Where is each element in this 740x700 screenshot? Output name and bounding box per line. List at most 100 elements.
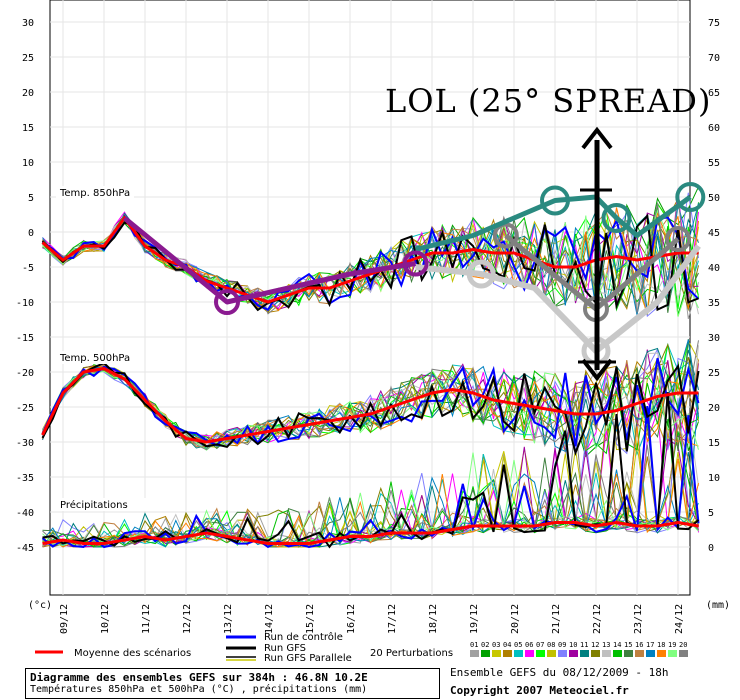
x-tick-label: 22/12	[592, 604, 603, 634]
perturb-id-label: 04	[503, 641, 511, 649]
legend-control-label: Run de contrôle	[264, 631, 343, 643]
ensemble-line-t850	[41, 213, 699, 312]
perturb-id-label: 08	[547, 641, 555, 649]
legend-gfs-parallel-label: Run GFS Parallele	[264, 653, 352, 664]
x-tick-label: 21/12	[551, 604, 562, 634]
footer-line1: Diagramme des ensembles GEFS sur 384h : …	[30, 671, 368, 684]
perturb-id-label: 13	[602, 641, 610, 649]
left-tick-label: -5	[22, 263, 34, 274]
perturb-swatch	[481, 650, 490, 657]
right-tick-label: 70	[708, 53, 720, 64]
perturb-id-label: 09	[558, 641, 566, 649]
perturb-swatch	[602, 650, 611, 657]
right-tick-label: 50	[708, 193, 720, 204]
arrow-icon	[578, 126, 616, 382]
ensemble-line-t850	[42, 207, 699, 314]
left-tick-label: -35	[16, 473, 34, 484]
left-tick-label: -25	[16, 403, 34, 414]
left-tick-label: -20	[16, 368, 34, 379]
main-series	[41, 215, 699, 545]
ensemble-line-precip	[42, 426, 699, 548]
right-tick-label: 25	[708, 368, 720, 379]
x-tick-label: 12/12	[182, 604, 193, 634]
footer-line2: Températures 850hPa et 500hPa (°C) , pré…	[30, 684, 368, 695]
legend: Moyenne des scénarios Run de contrôle Ru…	[35, 631, 688, 664]
perturb-swatch	[525, 650, 534, 657]
right-axis-unit: (mm)	[706, 600, 730, 611]
annot-purple-circle	[214, 289, 240, 315]
x-tick-label: 15/12	[305, 604, 316, 634]
perturb-id-label: 17	[646, 641, 654, 649]
right-tick-label: 15	[708, 438, 720, 449]
perturb-swatch	[646, 650, 655, 657]
perturb-swatch	[591, 650, 600, 657]
x-tick-label: 10/12	[100, 604, 111, 634]
mean-line-t500	[41, 366, 699, 444]
right-tick-label: 65	[708, 88, 720, 99]
left-tick-label: -40	[16, 508, 34, 519]
perturb-id-label: 06	[525, 641, 533, 649]
annot-gray-light-circle	[466, 259, 496, 289]
mean-line-precip	[42, 520, 699, 545]
annot-gray-dark-circle	[492, 222, 519, 249]
perturb-swatch	[470, 650, 479, 657]
left-tick-label: -10	[16, 298, 34, 309]
perturb-swatch	[558, 650, 567, 657]
x-tick-label: 11/12	[141, 604, 152, 634]
annot-gray-dark-circle	[665, 226, 691, 252]
right-tick-label: 30	[708, 333, 720, 344]
annot-purple-line	[122, 216, 416, 305]
legend-gfs-label: Run GFS	[264, 643, 306, 654]
left-tick-label: 10	[22, 158, 34, 169]
left-tick-label: 20	[22, 88, 34, 99]
x-tick-label: 23/12	[633, 604, 644, 634]
right-tick-label: 75	[708, 18, 720, 29]
x-tick-label: 19/12	[469, 604, 480, 634]
perturb-swatch	[635, 650, 644, 657]
perturb-id-label: 01	[470, 641, 478, 649]
x-tick-label: 18/12	[428, 604, 439, 634]
right-tick-label: 60	[708, 123, 720, 134]
section-label-t500: Temp. 500hPa	[59, 353, 130, 364]
ensemble-line-t500	[42, 365, 699, 447]
left-axis-unit: (°c)	[28, 600, 52, 611]
perturb-id-label: 12	[591, 641, 599, 649]
perturb-id-label: 18	[657, 641, 665, 649]
right-tick-label: 20	[708, 403, 720, 414]
left-axis-ticks: 30 25 20 15 10 5 0 -5 -10 -15 -20 -25 -30 -35 -40 -45	[16, 18, 34, 554]
perturb-swatch	[624, 650, 633, 657]
perturb-id-label: 20	[679, 641, 687, 649]
section-label-precip: Précipitations	[60, 499, 128, 511]
annot-teal-circle	[675, 182, 706, 212]
left-tick-label: 25	[22, 53, 34, 64]
right-tick-label: 55	[708, 158, 720, 169]
perturb-swatch	[657, 650, 666, 657]
perturb-id-label: 02	[481, 641, 489, 649]
left-tick-label: -45	[16, 543, 34, 554]
perturbation-swatches: 01 02 03 04 05 06 07 08 09 10 11 12 13 14 15 16 17 18 19 20	[470, 641, 688, 657]
annot-teal-circle	[540, 185, 570, 216]
copyright-label: Copyright 2007 Meteociel.fr	[450, 684, 629, 697]
x-axis-ticks: 09/12 10/12 11/12 12/12 13/12 14/12 15/12 16/12…	[59, 604, 685, 634]
right-tick-label: 45	[708, 228, 720, 239]
left-tick-label: -15	[16, 333, 34, 344]
ensemble-date-label: Ensemble GEFS du 08/12/2009 - 18h	[450, 666, 669, 679]
right-tick-label: 40	[708, 263, 720, 274]
perturb-id-label: 10	[569, 641, 577, 649]
x-tick-label: 16/12	[346, 604, 357, 634]
perturb-swatch	[514, 650, 523, 657]
mean-line-t850	[41, 215, 699, 304]
left-tick-label: 0	[28, 228, 34, 239]
right-tick-label: 5	[708, 508, 714, 519]
perturb-id-label: 05	[514, 641, 522, 649]
perturb-id-label: 14	[613, 641, 621, 649]
perturb-swatch	[668, 650, 677, 657]
perturb-swatch	[679, 650, 688, 657]
ensemble-line-precip	[42, 416, 699, 548]
left-tick-label: 15	[22, 123, 34, 134]
perturb-id-label: 03	[492, 641, 500, 649]
x-tick-label: 17/12	[387, 604, 398, 634]
right-tick-label: 35	[708, 298, 720, 309]
